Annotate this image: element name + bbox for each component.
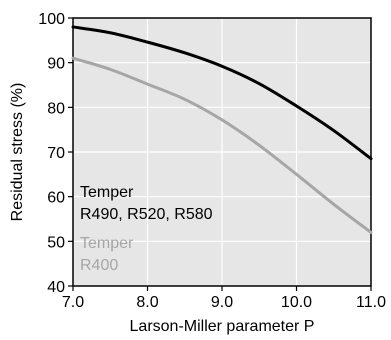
annotation-2-line-1: Temper [80, 235, 134, 252]
annotations: Temper R490, R520, R580 Temper R400 [80, 184, 213, 274]
grid-lines [73, 18, 371, 286]
y-tick-label: 90 [47, 56, 65, 73]
x-tick-label: 9.0 [211, 294, 233, 311]
y-axis-label: Residual stress (%) [9, 83, 26, 222]
x-tick-label: 7.0 [62, 294, 84, 311]
annotation-1-line-1: Temper [80, 184, 134, 201]
x-axis-label: Larson-Miller parameter P [130, 318, 315, 335]
series-line-1 [71, 25, 373, 161]
y-tick-label: 100 [38, 11, 65, 28]
series-group [71, 25, 373, 234]
axis-ticks: 7.0 8.0 9.0 10.0 11.0 40 50 60 70 80 90 100 [38, 11, 386, 311]
x-tick-label: 8.0 [136, 294, 158, 311]
y-tick-label: 70 [47, 145, 65, 162]
y-tick-label: 60 [47, 190, 65, 207]
annotation-1-line-2: R490, R520, R580 [80, 206, 213, 223]
y-tick-label: 40 [47, 279, 65, 296]
annotation-2-line-2: R400 [80, 257, 118, 274]
x-tick-label: 10.0 [281, 294, 312, 311]
y-tick-label: 50 [47, 234, 65, 251]
series-line-2 [71, 56, 373, 234]
x-tick-label: 11.0 [356, 294, 386, 311]
y-tick-label: 80 [47, 100, 65, 117]
